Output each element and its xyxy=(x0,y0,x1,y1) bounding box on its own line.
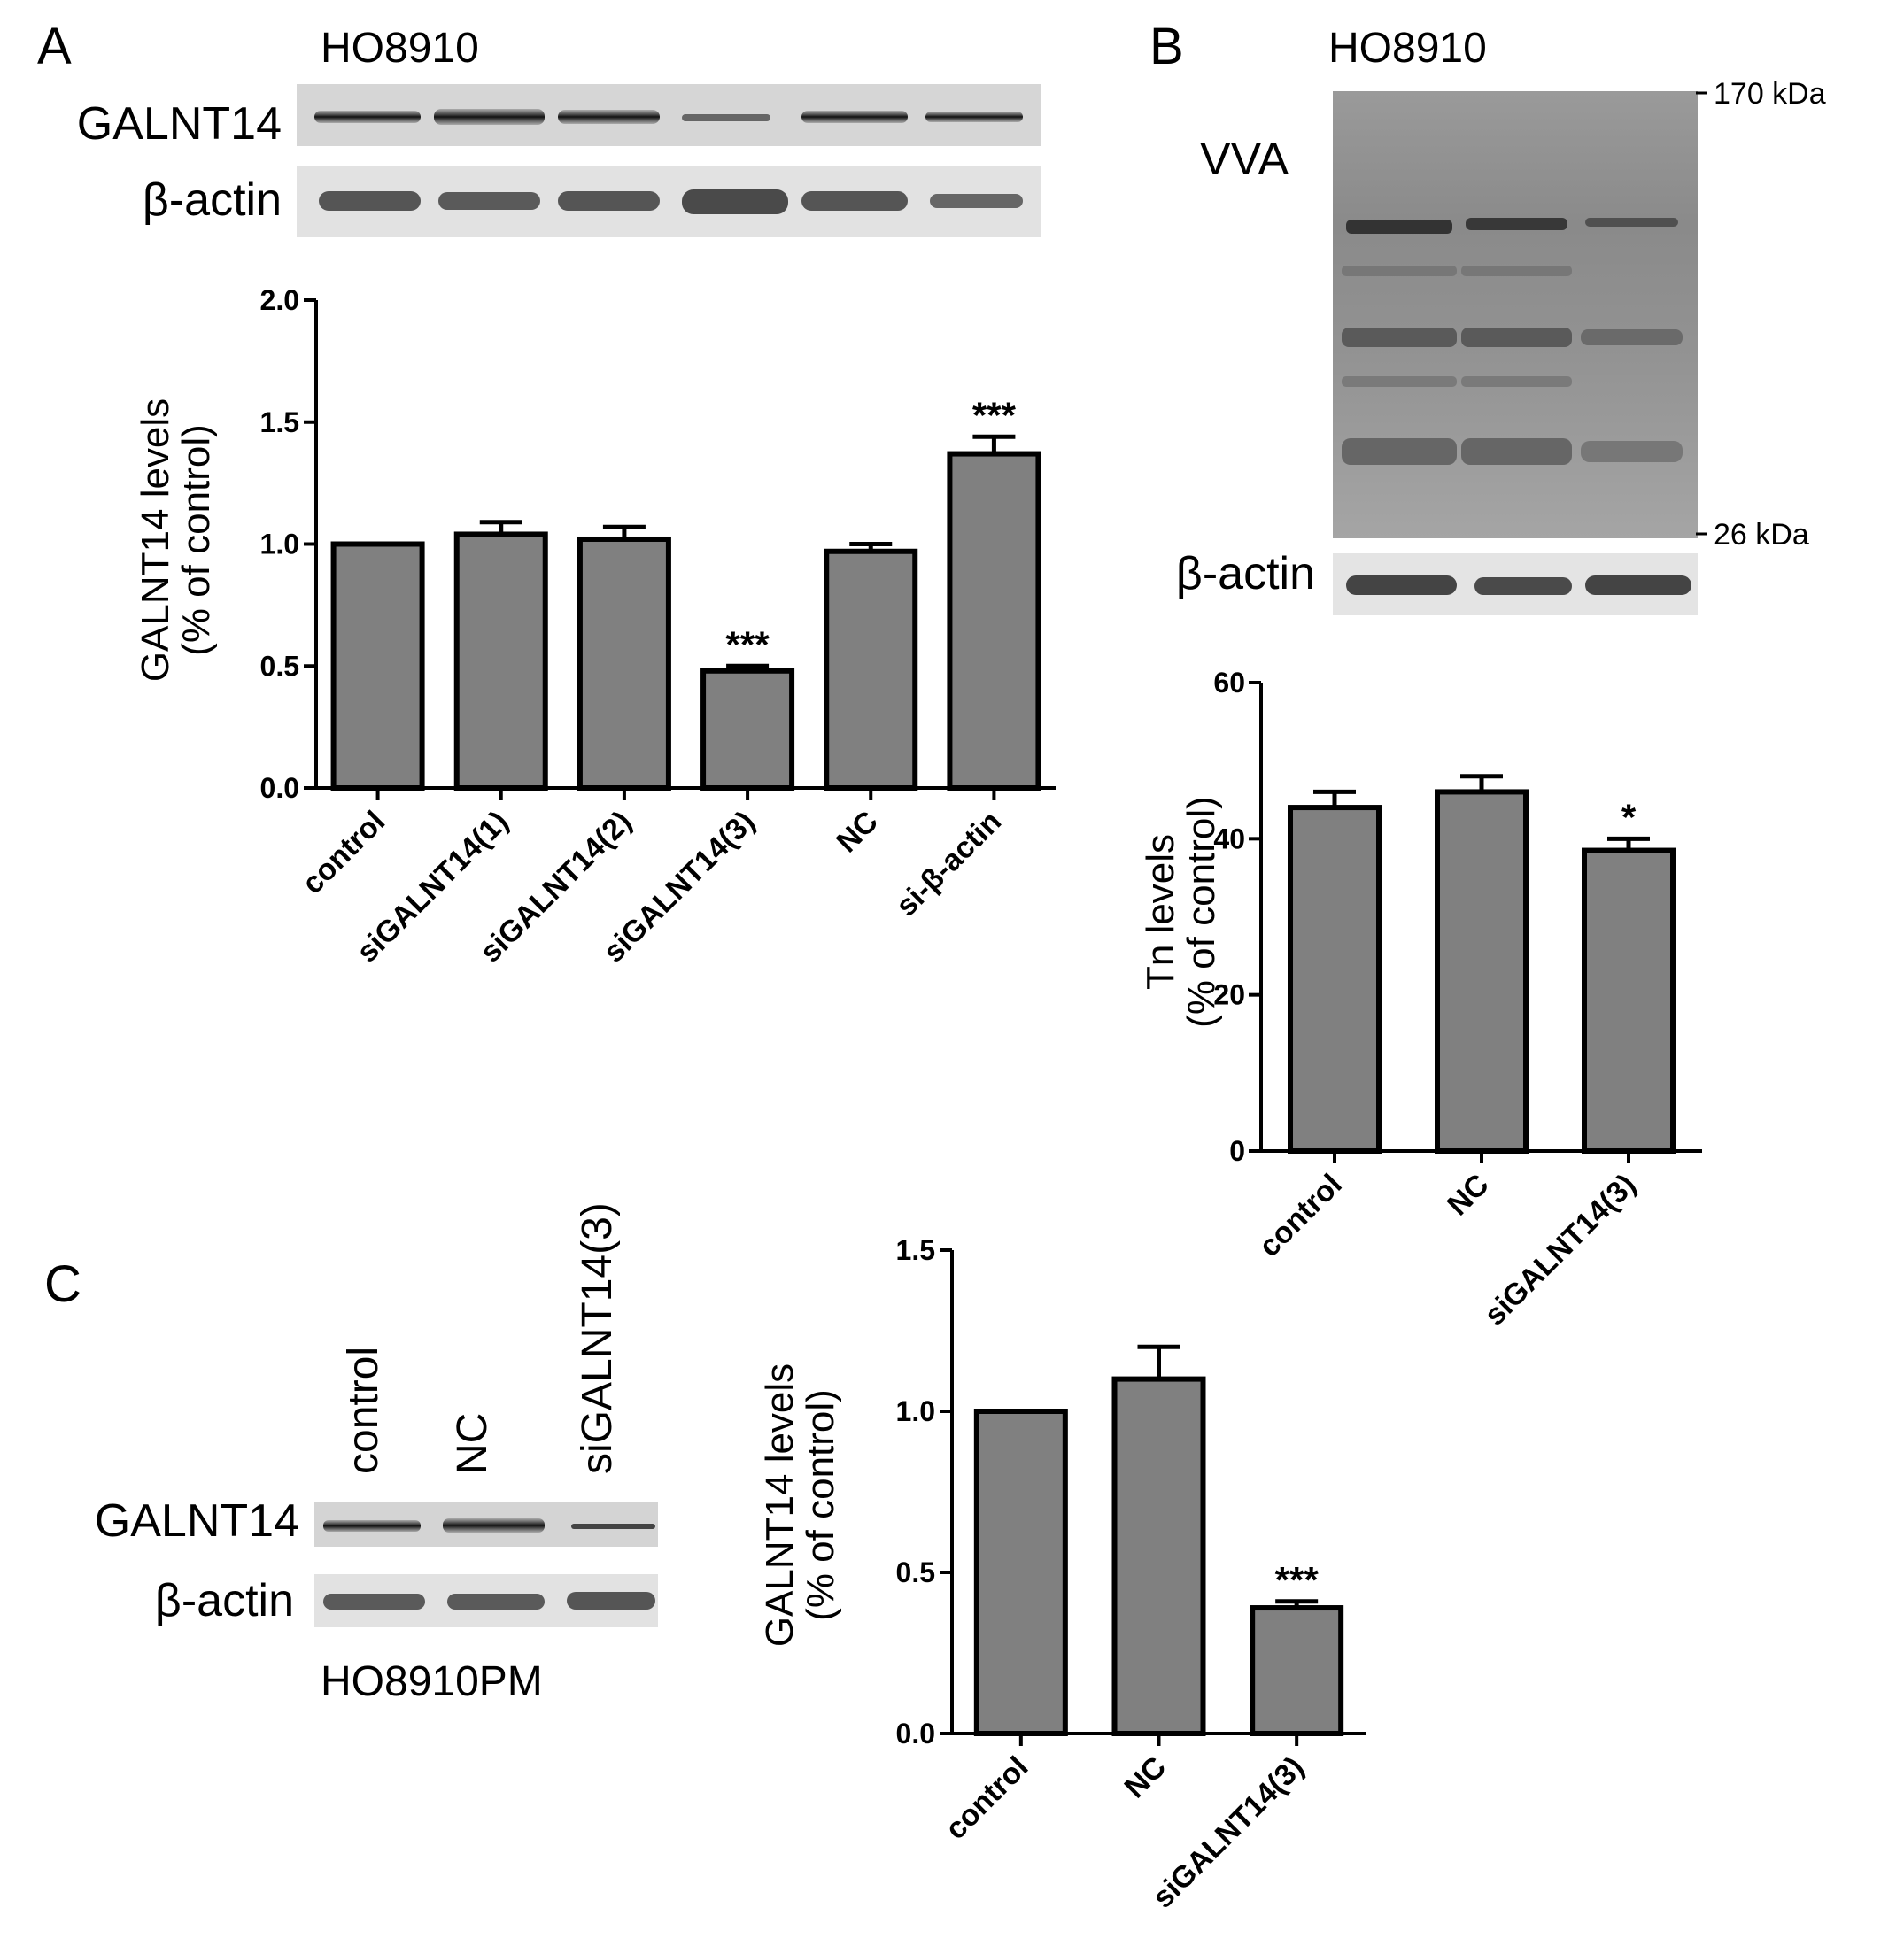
x-tick-label: control xyxy=(296,805,391,900)
bar-si-β-actin xyxy=(947,451,1041,791)
y-tick-label: 0.0 xyxy=(896,1718,935,1749)
blot-actin-b xyxy=(1333,553,1698,615)
lane-label-sigalnt14-3: siGALNT14(3) xyxy=(574,1202,621,1474)
y-tick-label: 0 xyxy=(1229,1135,1245,1167)
significance-label: *** xyxy=(726,623,770,665)
lane-label-nc: NC xyxy=(449,1413,496,1474)
y-tick-label: 0.5 xyxy=(896,1556,935,1588)
blot-vva-b xyxy=(1333,91,1707,538)
y-axis-title: (% of control) xyxy=(799,1389,842,1621)
y-tick-label: 1.0 xyxy=(260,529,299,560)
y-tick-label: 40 xyxy=(1213,823,1245,854)
bar-control xyxy=(973,1409,1068,1736)
chart-a: 0.0 0.5 1.0 1.5 2.0 GALNT14 levels(% of contr… xyxy=(134,284,1056,969)
bar-siGALNT14(2) xyxy=(577,536,671,791)
y-tick-label: 60 xyxy=(1213,667,1245,699)
y-axis-title: (% of control) xyxy=(1180,796,1223,1028)
blot-label-actin-a: β-actin xyxy=(143,174,282,226)
bar-siGALNT14(3) xyxy=(700,668,795,792)
y-axis-title: (% of control) xyxy=(174,424,218,656)
blot-label-galnt14-a: GALNT14 xyxy=(77,98,282,150)
bar-control xyxy=(330,541,425,791)
panel-letter-b: B xyxy=(1149,18,1184,75)
x-tick-label: control xyxy=(939,1750,1034,1846)
y-axis-title: GALNT14 levels xyxy=(758,1363,801,1647)
blot-label-actin-c: β-actin xyxy=(155,1575,294,1626)
marker-label-170: 170 kDa xyxy=(1714,77,1826,111)
x-tick-label: NC xyxy=(830,805,885,860)
bar-siGALNT14(3) xyxy=(1582,847,1676,1155)
significance-label: *** xyxy=(972,394,1017,436)
cell-line-label-a: HO8910 xyxy=(321,25,479,72)
x-tick-label: NC xyxy=(1441,1168,1496,1223)
x-tick-label: control xyxy=(1252,1168,1348,1263)
bar-NC xyxy=(1111,1376,1206,1736)
y-axis-title: GALNT14 levels xyxy=(134,398,177,682)
blot-label-actin-b: β-actin xyxy=(1176,548,1315,599)
y-tick-label: 20 xyxy=(1213,979,1245,1011)
bar-NC xyxy=(824,548,918,791)
bar-control xyxy=(1288,805,1382,1154)
bar-siGALNT14(3) xyxy=(1250,1605,1344,1737)
blot-label-galnt14-c: GALNT14 xyxy=(95,1495,299,1547)
x-tick-label: si-β-actin xyxy=(889,805,1008,923)
y-axis-title: Tn levels xyxy=(1139,834,1182,990)
marker-label-26: 26 kDa xyxy=(1714,518,1809,552)
panel-letter-c: C xyxy=(44,1255,81,1313)
x-tick-label: NC xyxy=(1118,1750,1173,1805)
y-tick-label: 1.0 xyxy=(896,1395,935,1427)
blot-galnt14-a xyxy=(297,84,1041,146)
y-tick-label: 2.0 xyxy=(260,284,299,316)
significance-label: * xyxy=(1621,796,1637,838)
y-tick-label: 0.0 xyxy=(260,772,299,804)
bar-siGALNT14(1) xyxy=(453,531,548,791)
y-tick-label: 1.5 xyxy=(896,1234,935,1266)
x-tick-label: siGALNT14(3) xyxy=(1478,1168,1643,1332)
y-tick-label: 0.5 xyxy=(260,650,299,682)
bar-NC xyxy=(1435,789,1529,1155)
lane-label-control: control xyxy=(340,1347,387,1474)
cell-line-label-c: HO8910PM xyxy=(321,1658,543,1705)
blot-actin-c xyxy=(314,1574,658,1627)
blot-actin-a xyxy=(297,166,1041,237)
chart-b: 0 20 40 60 Tn levels(% of control) control NC *… xyxy=(1139,667,1702,1332)
blot-galnt14-c xyxy=(314,1502,658,1547)
significance-label: *** xyxy=(1275,1559,1320,1601)
panel-letter-a: A xyxy=(37,18,72,75)
chart-c: 0.0 0.5 1.0 1.5 GALNT14 levels(% of control)… xyxy=(758,1234,1366,1915)
y-tick-label: 1.5 xyxy=(260,406,299,438)
blot-label-vva-b: VVA xyxy=(1200,134,1289,185)
cell-line-label-b: HO8910 xyxy=(1328,25,1487,72)
